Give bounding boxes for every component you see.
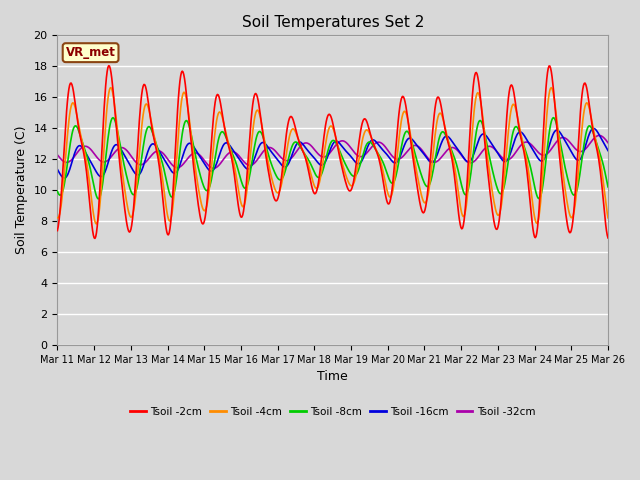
X-axis label: Time: Time: [317, 370, 348, 384]
Legend: Tsoil -2cm, Tsoil -4cm, Tsoil -8cm, Tsoil -16cm, Tsoil -32cm: Tsoil -2cm, Tsoil -4cm, Tsoil -8cm, Tsoi…: [126, 403, 540, 421]
Title: Soil Temperatures Set 2: Soil Temperatures Set 2: [241, 15, 424, 30]
Y-axis label: Soil Temperature (C): Soil Temperature (C): [15, 126, 28, 254]
Text: VR_met: VR_met: [66, 46, 116, 59]
